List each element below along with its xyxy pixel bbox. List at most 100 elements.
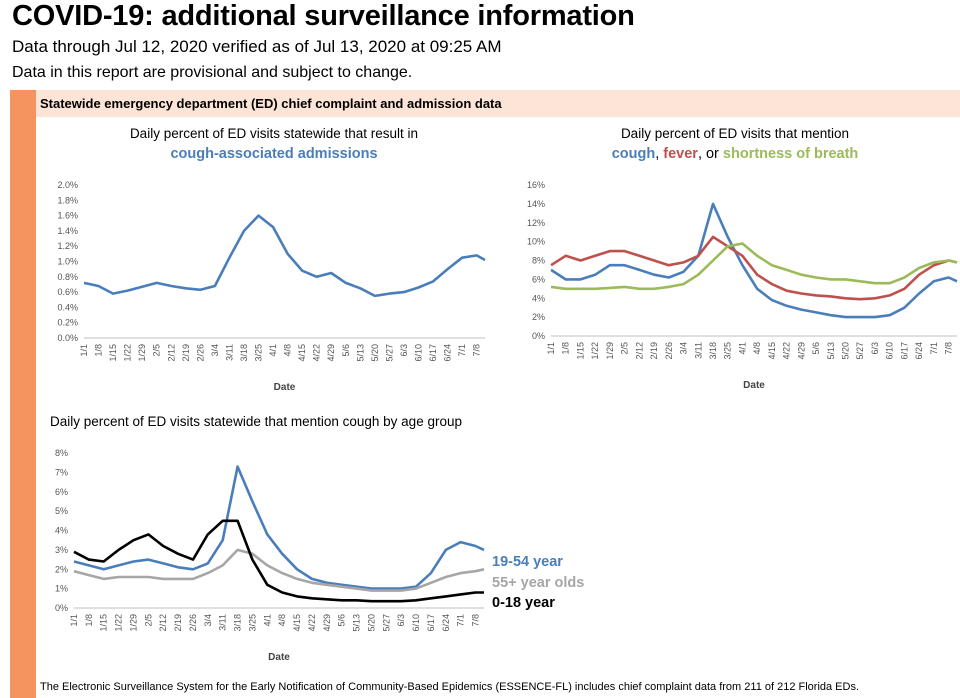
chart1-xtick-label: 7/8	[472, 344, 482, 357]
chart2-xtick-label: 3/4	[679, 342, 689, 355]
chart3-xtick-label: 3/4	[203, 614, 213, 627]
chart1-xtick-label: 1/29	[137, 344, 147, 362]
chart2-xtick-label: 2/12	[634, 342, 644, 360]
chart3-ytick-label: 2%	[55, 564, 68, 574]
chart1-xtick-label: 3/4	[210, 344, 220, 357]
chart3-xtick-label: 3/25	[247, 614, 257, 632]
chart1-xtick-label: 4/1	[268, 344, 278, 357]
chart1-xtick-label: 2/26	[195, 344, 205, 362]
chart3-xtick-label: 2/12	[158, 614, 168, 632]
chart3-ytick-label: 4%	[55, 526, 68, 536]
chart1-ytick-label: 1.8%	[57, 195, 78, 205]
chart1-ytick-label: 1.6%	[57, 211, 78, 221]
chart2-xtick-label: 2/5	[620, 342, 630, 355]
chart3-xtick-label: 1/15	[99, 614, 109, 632]
chart1-xtick-label: 3/11	[224, 344, 234, 361]
chart2-ytick-label: 16%	[527, 180, 545, 190]
chart1-xtick-label: 5/20	[370, 344, 380, 362]
chart3-xtick-label: 4/22	[307, 614, 317, 632]
chart2-legend-fever: fever	[663, 146, 698, 162]
chart3-ytick-label: 1%	[55, 584, 68, 594]
chart1-xtick-label: 1/22	[123, 344, 133, 362]
chart2-xtick-label: 5/20	[841, 342, 851, 360]
chart2-xtick-label: 2/19	[649, 342, 659, 360]
chart2-comma: ,	[655, 146, 660, 162]
chart2-xtick-label: 1/15	[575, 342, 585, 360]
chart1-xtick-label: 3/25	[254, 344, 264, 362]
chart3-ytick-label: 0%	[55, 603, 68, 613]
chart3-xtick-label: 5/13	[352, 614, 362, 632]
chart2-xtick-label: 1/8	[561, 342, 571, 355]
chart1-xtick-label: 1/8	[94, 344, 104, 357]
chart2-ytick-label: 4%	[532, 293, 545, 303]
chart3-ytick-label: 3%	[55, 545, 68, 555]
page-title: COVID-19: additional surveillance inform…	[12, 0, 635, 32]
chart3-xtick-label: 7/8	[471, 614, 481, 627]
chart3-x-axis-title: Date	[268, 652, 290, 663]
chart3-xtick-label: 2/26	[188, 614, 198, 632]
chart3-xtick-label: 4/1	[262, 614, 272, 627]
chart1-xtick-label: 6/24	[443, 344, 453, 362]
chart1-xtick-label: 2/12	[166, 344, 176, 362]
chart2-xtick-label: 6/24	[914, 342, 924, 360]
chart2-x-axis-title: Date	[743, 380, 765, 391]
chart2-ytick-label: 12%	[527, 218, 545, 228]
chart3-xtick-label: 3/11	[218, 614, 228, 631]
chart3-xtick-label: 1/1	[69, 614, 79, 627]
chart3-xtick-label: 4/29	[322, 614, 332, 632]
chart1-xtick-label: 5/13	[355, 344, 365, 362]
chart1-xtick-label: 4/29	[326, 344, 336, 362]
chart3-xtick-label: 1/29	[128, 614, 138, 632]
chart1-title: Daily percent of ED visits statewide tha…	[58, 124, 490, 164]
chart3-title-line1: Daily percent of ED visits statewide tha…	[50, 414, 462, 429]
chart1-xtick-label: 5/27	[384, 344, 394, 362]
chart3-xtick-label: 7/1	[456, 614, 466, 627]
chart3-ytick-label: 6%	[55, 487, 68, 497]
chart1-ytick-label: 2.0%	[57, 180, 78, 190]
chart3-series-line-55-year-olds	[73, 548, 485, 592]
chart2-xtick-label: 3/18	[708, 342, 718, 360]
section-header: Statewide emergency department (ED) chie…	[36, 90, 960, 117]
chart1-xtick-label: 2/19	[181, 344, 191, 362]
chart3-xtick-label: 6/3	[396, 614, 406, 627]
data-date-subtitle: Data through Jul 12, 2020 verified as of…	[12, 37, 502, 56]
chart2-ytick-label: 2%	[532, 312, 545, 322]
chart1-series-line-0	[83, 214, 486, 298]
chart3-ytick-label: 5%	[55, 506, 68, 516]
chart1-ytick-label: 0.2%	[57, 318, 78, 328]
chart3-legend-label: 0-18 year	[492, 595, 555, 611]
footer-note: The Electronic Surveillance System for t…	[40, 681, 860, 693]
chart3-xtick-label: 1/8	[84, 614, 94, 627]
chart3-xtick-label: 5/27	[381, 614, 391, 632]
chart2-xtick-label: 4/8	[752, 342, 762, 355]
chart2-xtick-label: 4/22	[782, 342, 792, 360]
provisional-disclaimer: Data in this report are provisional and …	[12, 64, 413, 81]
chart1-xtick-label: 1/15	[108, 344, 118, 362]
chart3-xtick-label: 5/20	[366, 614, 376, 632]
chart2-xtick-label: 7/8	[944, 342, 954, 355]
chart1-xtick-label: 1/1	[79, 344, 89, 357]
chart3-legend-label: 55+ year olds	[492, 575, 584, 591]
chart3-ytick-label: 7%	[55, 467, 68, 477]
chart1-xtick-label: 4/22	[312, 344, 322, 362]
chart2-title-line1: Daily percent of ED visits that mention	[620, 126, 850, 141]
chart2-series-line-cough	[550, 202, 958, 319]
chart1-title-line1: Daily percent of ED visits statewide tha…	[129, 126, 419, 141]
chart2-ytick-label: 6%	[532, 274, 545, 284]
chart3-series-line-19-54-year	[73, 465, 485, 590]
chart2-series-line-fever	[550, 235, 958, 301]
chart1-ytick-label: 1.0%	[57, 257, 78, 267]
chart2-legend-cough: cough	[611, 146, 656, 162]
chart2-or: , or	[697, 146, 719, 162]
chart2-ytick-label: 0%	[532, 331, 545, 341]
chart1-xtick-label: 4/15	[297, 344, 307, 362]
chart1-xtick-label: 7/1	[457, 344, 467, 357]
chart2-ytick-label: 10%	[527, 237, 545, 247]
chart2-xtick-label: 5/6	[811, 342, 821, 355]
chart3-xtick-label: 6/10	[411, 614, 421, 632]
chart2-xtick-label: 7/1	[929, 342, 939, 355]
chart1-xtick-label: 6/17	[428, 344, 438, 362]
chart3-title: Daily percent of ED visits statewide tha…	[50, 412, 510, 432]
chart3-xtick-label: 6/24	[441, 614, 451, 632]
chart3-xtick-label: 4/8	[277, 614, 287, 627]
